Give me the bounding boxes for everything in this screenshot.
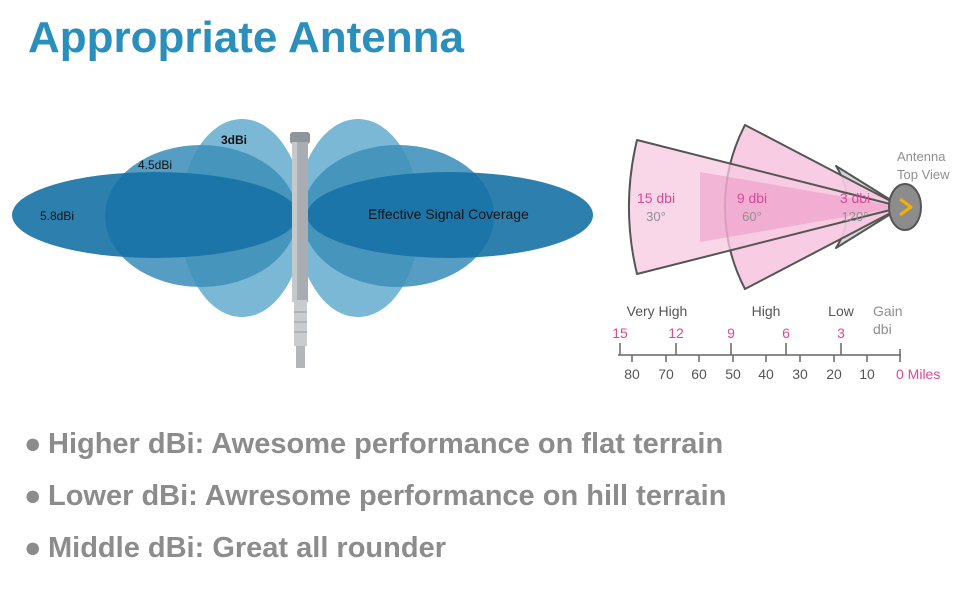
- lobe-58dbi-left: [12, 172, 298, 258]
- page-title: Appropriate Antenna: [28, 13, 464, 62]
- antenna-label-line2: Top View: [897, 167, 950, 182]
- antenna-rod: [290, 132, 310, 368]
- mile-tick-0-miles: 0 Miles: [896, 366, 940, 382]
- scale-axis: [618, 343, 901, 362]
- label-3dbi: 3dBi: [221, 133, 247, 147]
- category-high: High: [752, 303, 781, 319]
- bullet-item: ● Lower dBi: Awresome performance on hill…: [24, 470, 726, 522]
- sector-60deg-label: 60°: [742, 209, 762, 224]
- antenna-label-line1: Antenna: [897, 149, 946, 164]
- bullet-dot-icon: ●: [24, 480, 42, 512]
- gain-tick-3: 3: [837, 325, 845, 341]
- bullet-list: ● Higher dBi: Awesome performance on flat…: [24, 418, 726, 574]
- mile-tick-40: 40: [758, 366, 774, 382]
- category-low: Low: [828, 303, 855, 319]
- beam-highlight: [700, 172, 902, 242]
- sector-30-pink: [628, 139, 903, 275]
- sector-120deg-label: 120°: [842, 209, 869, 224]
- gain-label-line2: dbi: [873, 321, 892, 337]
- lobe-58dbi-right: [307, 172, 593, 258]
- antenna-top-view-icon: [888, 183, 922, 231]
- direction-arrow-icon: [899, 197, 913, 217]
- mile-tick-30: 30: [792, 366, 808, 382]
- bullet-text: Lower dBi: Awresome performance on hill …: [48, 480, 727, 512]
- label-effective-coverage: Effective Signal Coverage: [368, 206, 529, 222]
- mile-tick-70: 70: [658, 366, 674, 382]
- gain-label-line1: Gain: [873, 303, 903, 319]
- bullet-item: ● Middle dBi: Great all rounder: [24, 522, 726, 574]
- top-view-diagram: Antenna Top View 15 dbi 30° 9 dbi 60° 3 …: [612, 124, 950, 382]
- bullet-dot-icon: ●: [24, 428, 42, 460]
- mile-tick-20: 20: [826, 366, 842, 382]
- sector-3dbi-label: 3 dbi: [840, 190, 870, 206]
- sector-15dbi-label: 15 dbi: [637, 190, 675, 206]
- mile-tick-60: 60: [691, 366, 707, 382]
- label-58dbi: 5.8dBi: [40, 209, 74, 223]
- bullet-dot-icon: ●: [24, 532, 42, 564]
- bullet-text: Higher dBi: Awesome performance on flat …: [48, 428, 724, 460]
- category-very-high: Very High: [627, 303, 688, 319]
- mile-tick-50: 50: [725, 366, 741, 382]
- sector-9dbi-label: 9 dbi: [737, 190, 767, 206]
- label-45dbi: 4.5dBi: [138, 158, 172, 172]
- sector-30deg-label: 30°: [646, 209, 666, 224]
- gain-tick-12: 12: [668, 325, 684, 341]
- radiation-pattern-diagram: 3dBi 4.5dBi 5.8dBi Effective Signal Cove…: [12, 119, 593, 368]
- gain-tick-9: 9: [727, 325, 735, 341]
- mile-tick-10: 10: [859, 366, 875, 382]
- bullet-text: Middle dBi: Great all rounder: [48, 532, 446, 564]
- gain-tick-6: 6: [782, 325, 790, 341]
- gain-tick-15: 15: [612, 325, 628, 341]
- mile-tick-80: 80: [624, 366, 640, 382]
- bullet-item: ● Higher dBi: Awesome performance on flat…: [24, 418, 726, 470]
